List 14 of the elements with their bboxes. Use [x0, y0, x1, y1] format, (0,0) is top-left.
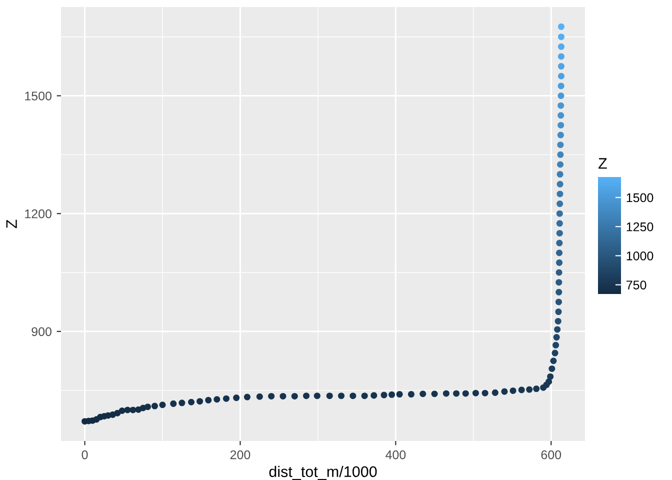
color-bar-label: 1250: [626, 222, 654, 232]
color-bar-label: 1000: [626, 252, 654, 260]
y-tick-label: 1500: [25, 92, 52, 100]
y-tick-label: 1200: [25, 209, 52, 218]
x-tick-label: 400: [386, 450, 406, 460]
y-axis-title: Z: [6, 220, 17, 228]
x-axis-title: dist_tot_m/1000: [269, 466, 377, 480]
x-tick-label: 200: [230, 450, 250, 460]
x-tick-label: 600: [541, 450, 562, 460]
x-tick-label: 0: [82, 450, 88, 460]
color-bar-title: Z: [598, 158, 607, 169]
color-bar-label: 750: [626, 280, 646, 290]
color-bar-label: 1500: [626, 193, 654, 202]
y-tick-label: 900: [32, 327, 52, 336]
